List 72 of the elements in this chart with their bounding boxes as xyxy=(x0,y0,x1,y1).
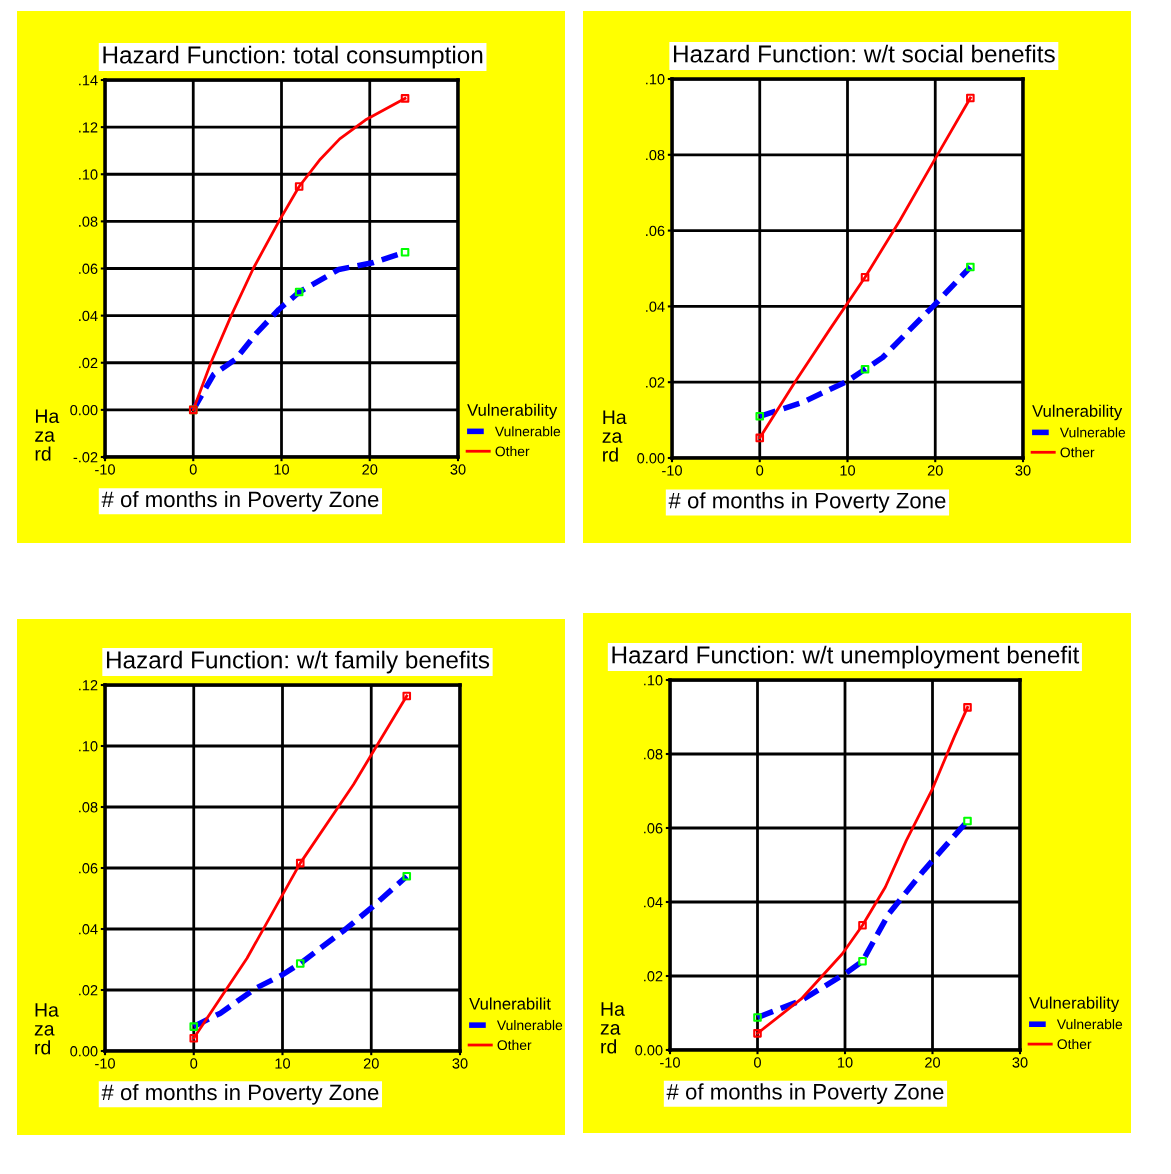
x-axis-title: # of months in Poverty Zone xyxy=(668,492,946,513)
y-tick-label: .06 xyxy=(644,823,663,834)
y-tick-label: .06 xyxy=(79,863,98,874)
legend-label: Other xyxy=(1060,447,1095,458)
y-axis-title: Ha za rd xyxy=(34,1003,59,1055)
y-tick-label: .08 xyxy=(79,216,98,227)
x-tick-label: 30 xyxy=(452,1058,468,1069)
legend-title: Vulnerabilit xyxy=(469,997,551,1010)
y-tick-label: 0.00 xyxy=(70,404,98,416)
x-tick-label: -10 xyxy=(660,1057,680,1068)
x-tick-label: 0 xyxy=(756,465,764,476)
y-tick-label: .14 xyxy=(79,75,98,86)
chart-title: Hazard Function: total consumption xyxy=(103,45,483,69)
x-tick-label: -10 xyxy=(95,1058,115,1069)
y-tick-label: .04 xyxy=(646,301,665,312)
y-axis-title: Ha za rd xyxy=(35,409,60,461)
x-tick-label: -10 xyxy=(95,464,115,475)
x-tick-label: 30 xyxy=(450,464,466,475)
legend-label: Vulnerable xyxy=(1059,427,1126,438)
y-tick-label: .02 xyxy=(79,357,98,369)
y-tick-label: .08 xyxy=(79,802,98,813)
legend-label: Other xyxy=(1057,1038,1092,1050)
y-tick-label: .10 xyxy=(79,169,98,180)
x-tick-label: 20 xyxy=(362,464,378,475)
legend-label: Other xyxy=(497,1039,532,1051)
x-tick-label: 0 xyxy=(189,464,197,475)
y-tick-label: .10 xyxy=(79,741,98,752)
y-tick-label: .10 xyxy=(644,675,663,686)
legend-title: Vulnerability xyxy=(1029,996,1120,1013)
x-axis-title: # of months in Poverty Zone xyxy=(666,1083,944,1105)
x-tick-label: 10 xyxy=(275,1058,291,1069)
y-tick-label: .12 xyxy=(79,122,98,133)
y-tick-label: .04 xyxy=(79,924,98,935)
x-tick-label: 0 xyxy=(754,1057,761,1068)
x-tick-label: 20 xyxy=(363,1058,379,1069)
x-tick-label: 10 xyxy=(838,1057,853,1068)
y-tick-label: .08 xyxy=(646,149,665,161)
y-tick-label: .06 xyxy=(79,263,98,274)
y-tick-label: .02 xyxy=(79,985,98,996)
x-tick-label: 30 xyxy=(1015,465,1031,476)
x-tick-label: 20 xyxy=(927,465,943,476)
y-tick-label: .04 xyxy=(79,310,98,322)
x-tick-label: 10 xyxy=(840,465,856,476)
y-tick-label: 0.00 xyxy=(635,1045,663,1056)
x-tick-label: 30 xyxy=(1012,1057,1028,1068)
chart-title: Hazard Function: w/t social benefits xyxy=(673,44,1055,63)
y-tick-label: .06 xyxy=(646,225,665,237)
y-tick-label: 0.00 xyxy=(637,453,665,464)
x-axis-title: # of months in Poverty Zone xyxy=(101,1083,379,1105)
legend-title: Vulnerability xyxy=(1032,404,1123,421)
legend-label: Vulnerable xyxy=(496,1019,563,1031)
y-tick-label: .02 xyxy=(644,971,663,982)
x-tick-label: 0 xyxy=(190,1058,198,1069)
legend-label: Other xyxy=(495,446,530,457)
y-tick-label: .12 xyxy=(79,680,98,691)
y-axis-title: Ha za rd xyxy=(600,1002,625,1054)
x-axis-title: # of months in Poverty Zone xyxy=(101,490,379,512)
y-tick-label: .08 xyxy=(644,749,663,760)
y-tick-label: 0.00 xyxy=(70,1046,98,1057)
y-axis-title: Ha za rd xyxy=(602,410,627,462)
legend-title: Vulnerability xyxy=(467,403,558,420)
y-tick-label: -.02 xyxy=(73,452,98,463)
x-tick-label: 20 xyxy=(925,1057,941,1068)
chart-title: Hazard Function: w/t family benefits xyxy=(106,650,490,674)
y-tick-label: .02 xyxy=(646,377,665,388)
x-tick-label: -10 xyxy=(662,465,682,476)
x-tick-label: 10 xyxy=(274,464,290,475)
legend-label: Vulnerable xyxy=(1056,1019,1123,1030)
y-tick-label: .10 xyxy=(646,74,665,85)
chart-title: Hazard Function: w/t unemployment benefit xyxy=(612,645,1080,669)
y-tick-label: .04 xyxy=(644,897,663,908)
legend-label: Vulnerable xyxy=(494,426,561,437)
